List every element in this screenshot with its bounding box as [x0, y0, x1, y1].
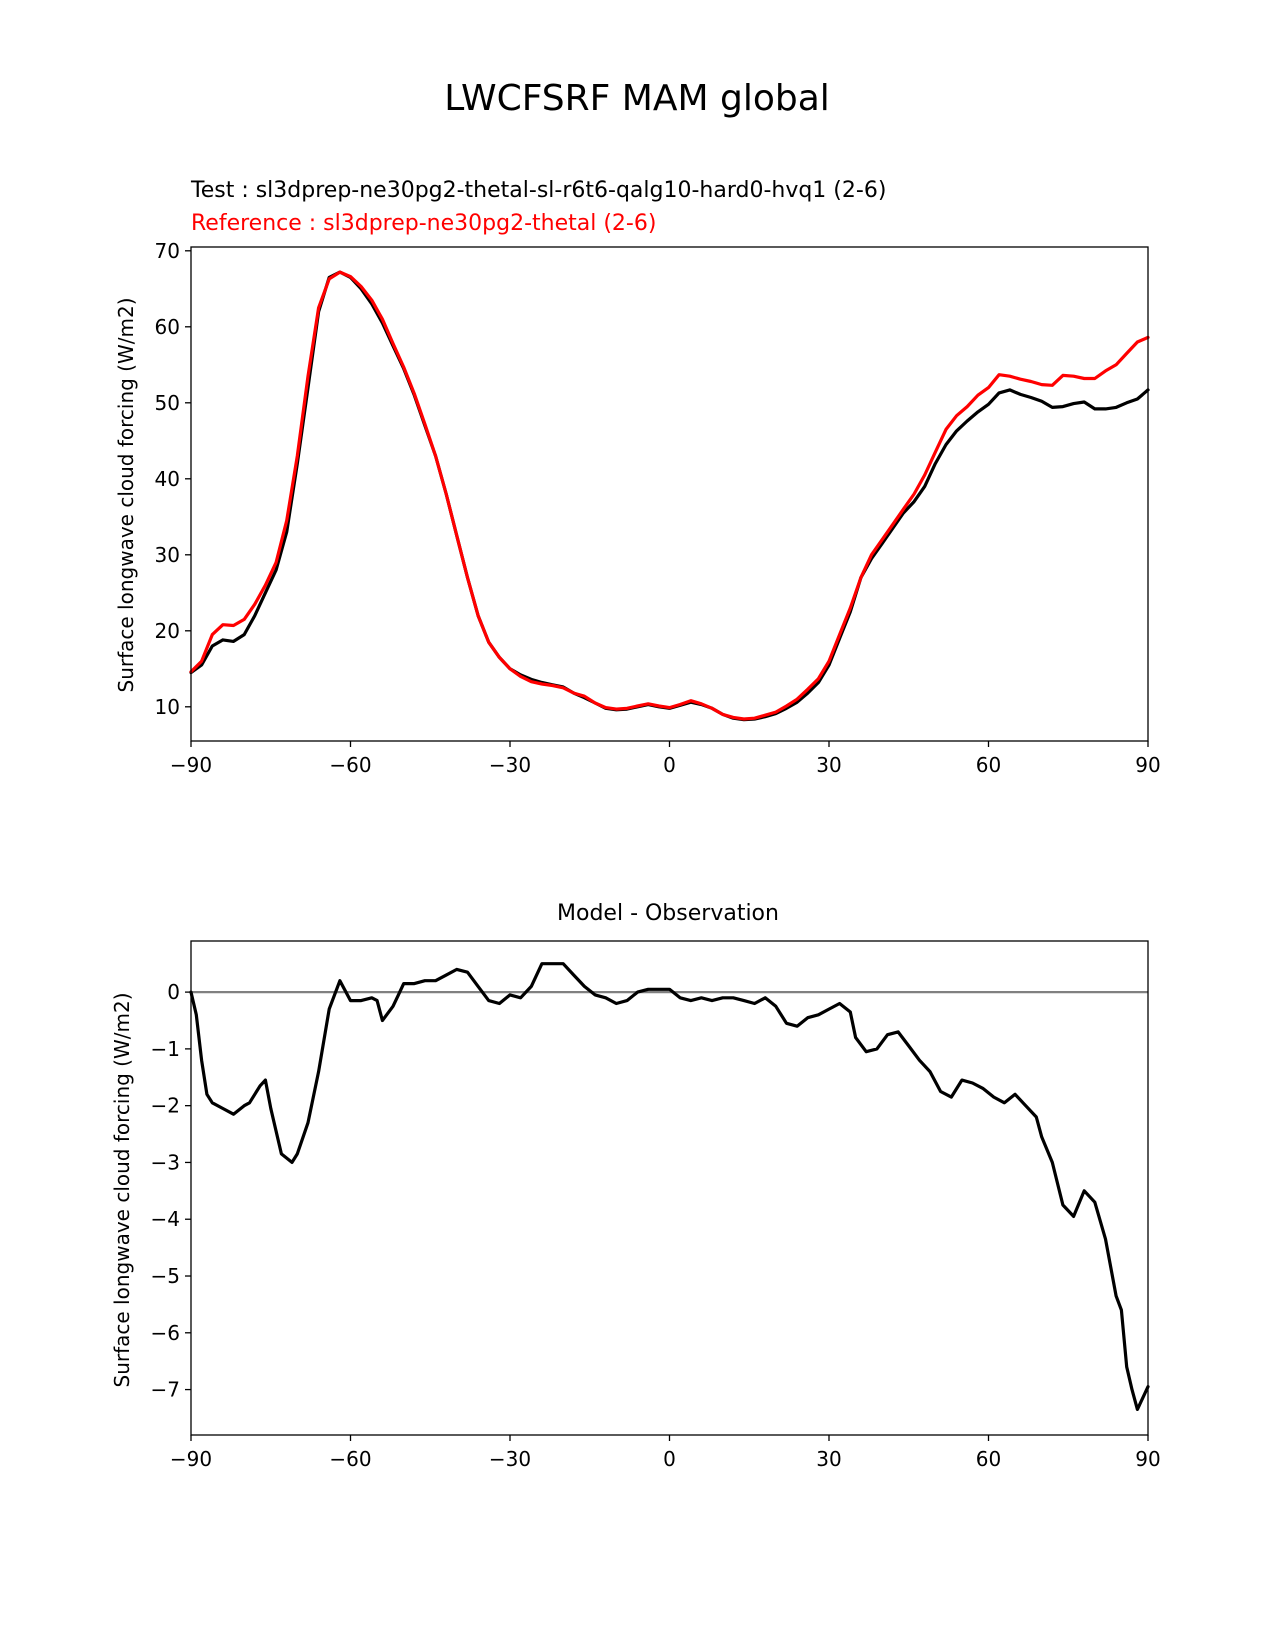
top-ytick-label: 30 [155, 543, 180, 567]
top-xtick-label: 30 [816, 753, 841, 777]
top-xtick-label: −30 [489, 753, 531, 777]
bottom-panel: Model - Observation Surface longwave clo… [110, 901, 1161, 1471]
bottom-series-line-0 [189, 962, 1150, 1412]
bottom-ytick-label: −1 [151, 1037, 180, 1061]
top-panel: Test : sl3dprep-ne30pg2-thetal-sl-r6t6-q… [114, 178, 1161, 777]
top-series-line-1 [189, 270, 1150, 721]
bottom-ytick-label: 0 [167, 980, 180, 1004]
top-ytick-label: 10 [155, 695, 180, 719]
top-xtick-label: −90 [170, 753, 212, 777]
bottom-ytick-label: −2 [151, 1094, 180, 1118]
top-panel-reference-title: Reference : sl3dprep-ne30pg2-thetal (2-6… [191, 211, 656, 236]
top-xtick-label: 60 [976, 753, 1001, 777]
top-ytick-label: 40 [155, 467, 180, 491]
bottom-ytick-label: −5 [151, 1264, 180, 1288]
top-panel-ylabel: Surface longwave cloud forcing (W/m2) [114, 297, 138, 692]
top-xtick-label: 90 [1135, 753, 1160, 777]
bottom-ytick-label: −3 [151, 1150, 180, 1174]
top-xtick-label: −60 [329, 753, 371, 777]
top-ytick-label: 20 [155, 619, 180, 643]
bottom-ytick-label: −6 [151, 1321, 180, 1345]
bottom-axes-frame [190, 940, 1149, 1436]
top-series-line-0 [189, 270, 1150, 722]
bottom-xtick-label: 60 [976, 1447, 1001, 1471]
top-ytick-label: 50 [155, 391, 180, 415]
bottom-xtick-label: 0 [663, 1447, 676, 1471]
bottom-panel-title: Model - Observation [557, 901, 779, 926]
bottom-ytick-label: −7 [151, 1378, 180, 1402]
top-ytick-label: 60 [155, 315, 180, 339]
top-xtick-label: 0 [663, 753, 676, 777]
bottom-plot-area: −90 −60 −30 0 30 60 90 0 −1 −2 −3 −4 −5 −6 −7 [151, 940, 1161, 1471]
bottom-xtick-label: 90 [1135, 1447, 1160, 1471]
bottom-ytick-label: −4 [151, 1207, 180, 1231]
top-panel-test-title: Test : sl3dprep-ne30pg2-thetal-sl-r6t6-q… [190, 178, 886, 203]
top-plot-area: −90 −60 −30 0 30 60 90 10 20 30 40 50 60 70 [155, 239, 1161, 777]
figure-title: LWCFSRF MAM global [444, 78, 830, 119]
top-axes-frame [190, 246, 1149, 742]
bottom-xtick-label: −90 [170, 1447, 212, 1471]
bottom-xtick-label: −30 [489, 1447, 531, 1471]
bottom-xtick-label: −60 [329, 1447, 371, 1471]
top-ytick-label: 70 [155, 239, 180, 263]
bottom-panel-ylabel: Surface longwave cloud forcing (W/m2) [110, 992, 134, 1387]
bottom-xtick-label: 30 [816, 1447, 841, 1471]
